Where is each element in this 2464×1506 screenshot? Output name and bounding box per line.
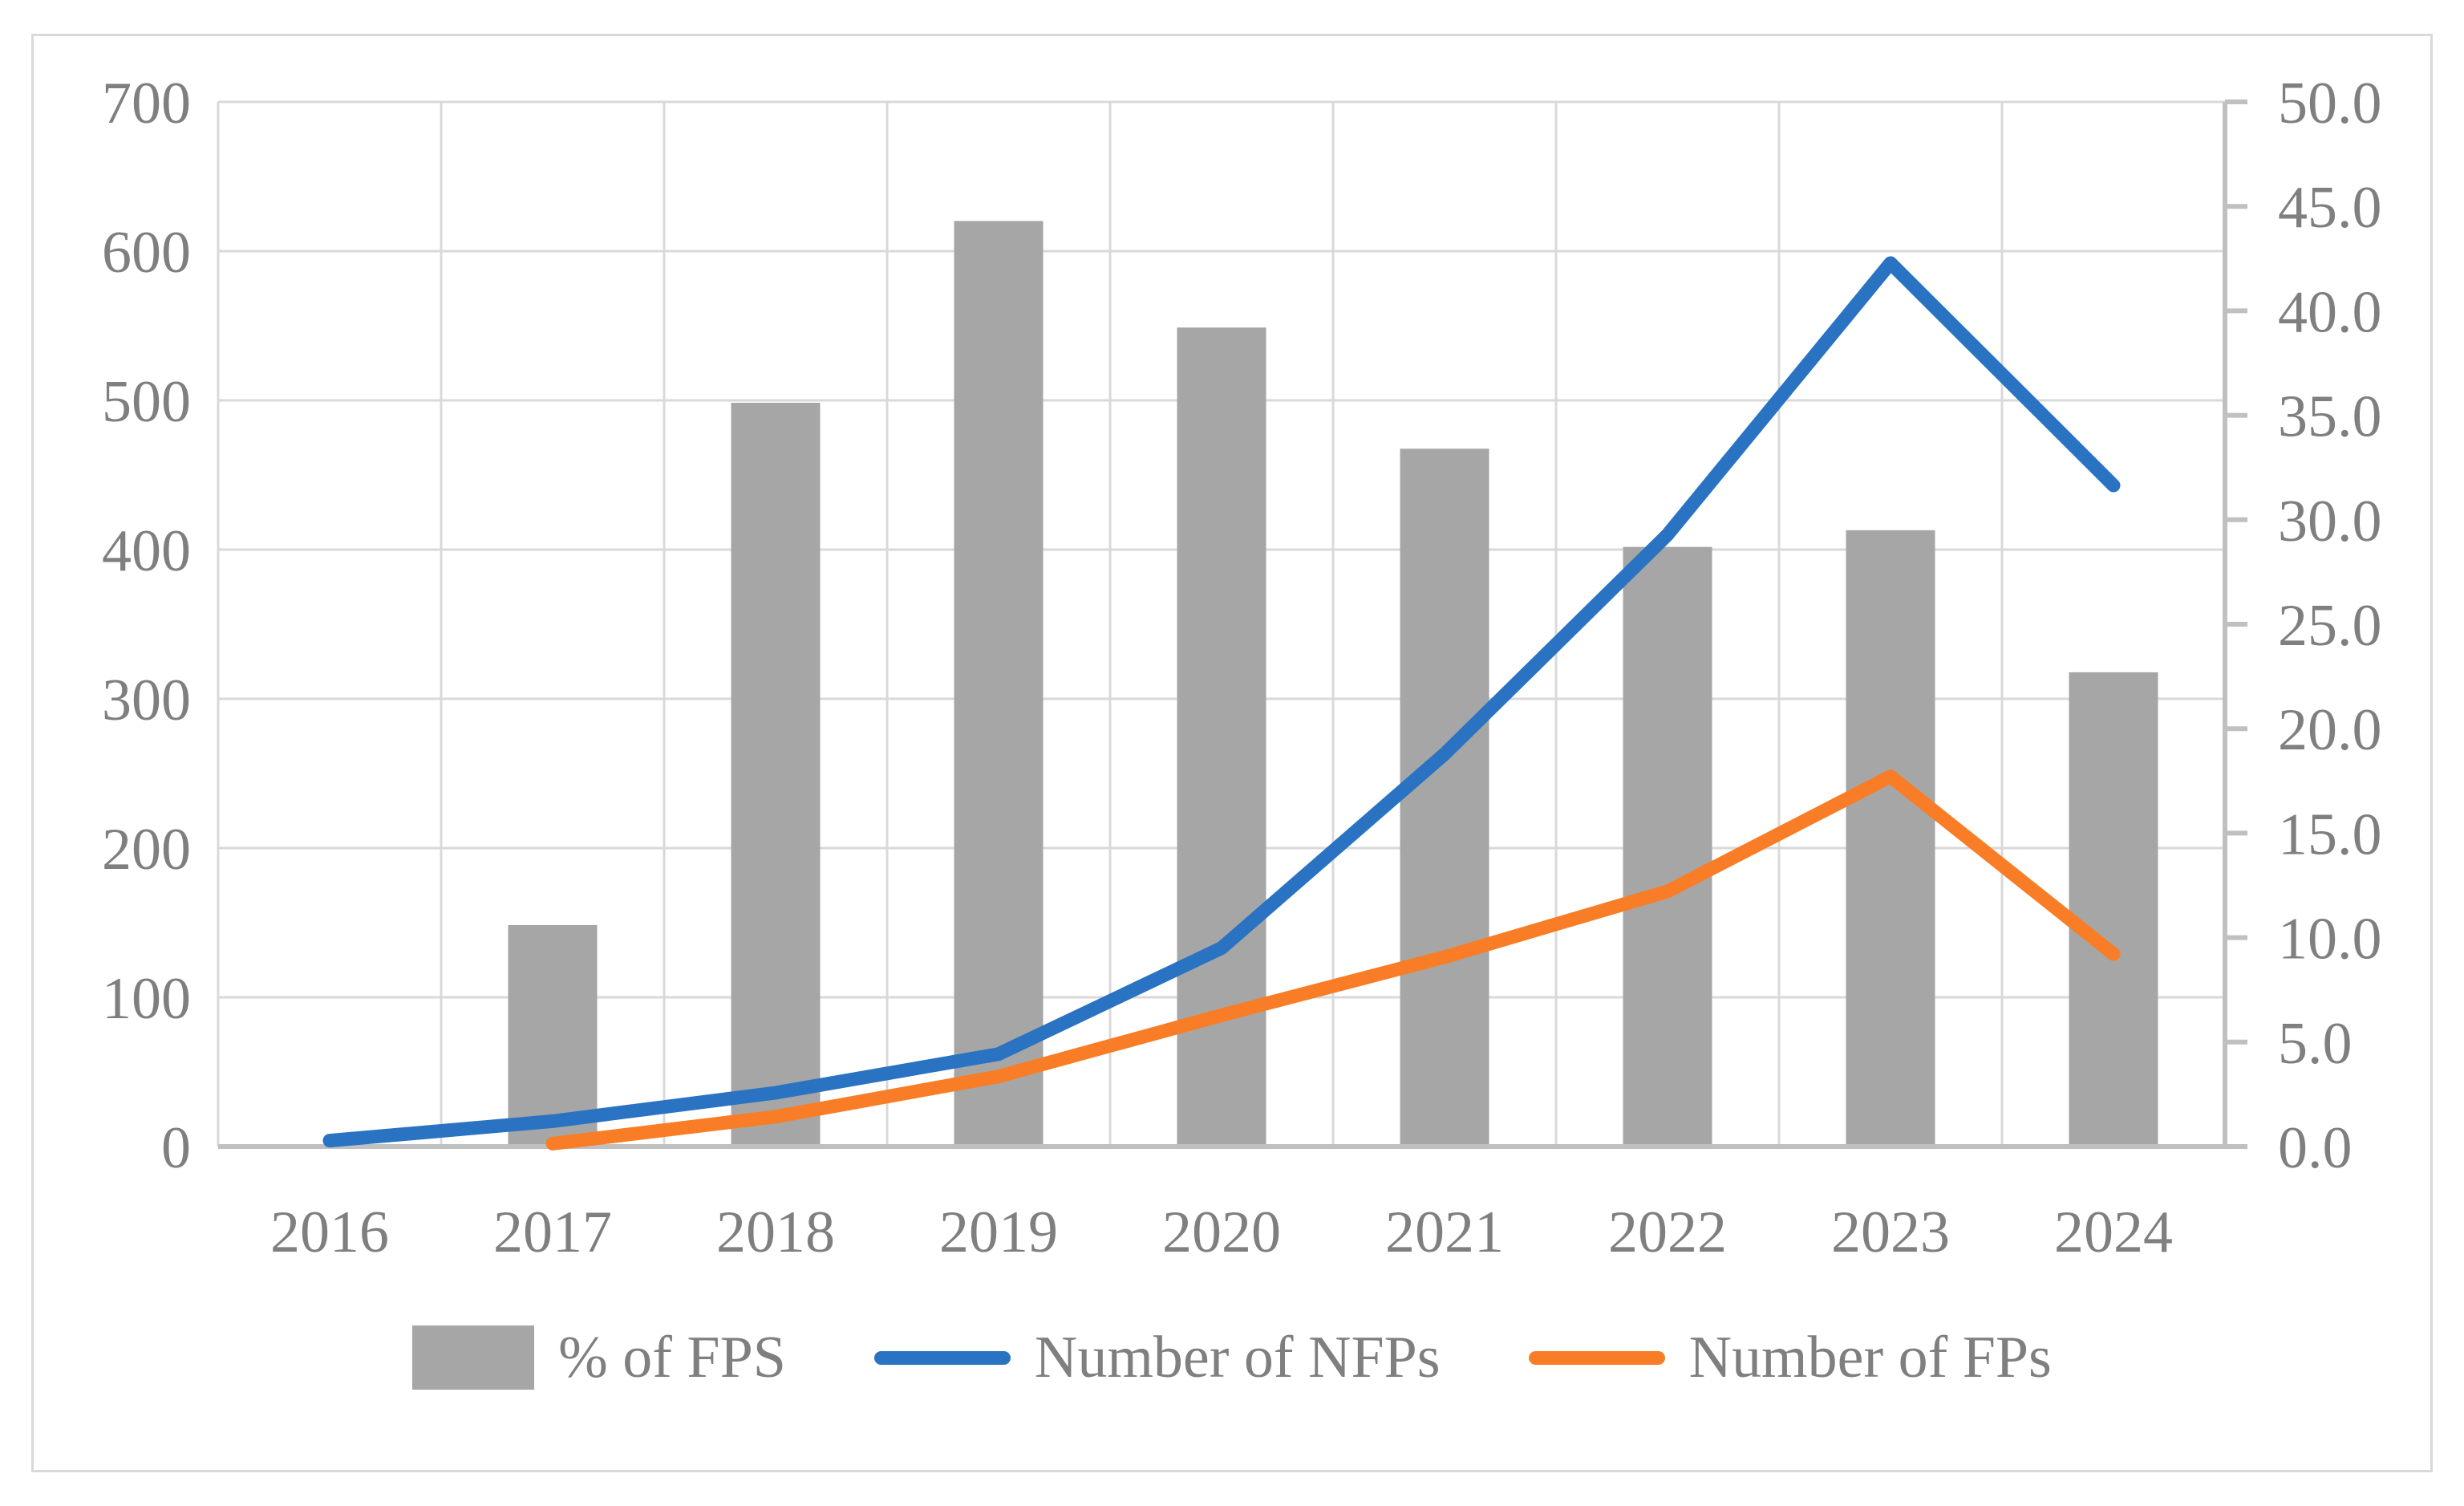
- line-swatch-icon: [1528, 1350, 1665, 1365]
- bar-2017: [508, 924, 598, 1147]
- x-axis-label-2019: 2019: [939, 1200, 1058, 1265]
- x-axis-label-2022: 2022: [1608, 1200, 1727, 1265]
- left-axis-label-600: 600: [102, 220, 191, 286]
- left-axis-label-0: 0: [161, 1115, 191, 1181]
- bar-2021: [1400, 449, 1489, 1147]
- legend-item-pct-of-fps: % of FPS: [412, 1325, 786, 1390]
- left-axis-label-500: 500: [102, 369, 191, 435]
- bar-swatch-icon: [412, 1325, 535, 1390]
- x-axis-label-2018: 2018: [716, 1200, 835, 1265]
- right-axis-label-15.0: 15.0: [2278, 802, 2382, 867]
- x-axis-label-2023: 2023: [1831, 1200, 1950, 1265]
- right-axis-label-45.0: 45.0: [2278, 175, 2382, 241]
- bar-2018: [731, 402, 821, 1147]
- left-axis-label-200: 200: [102, 817, 191, 883]
- right-axis-label-5.0: 5.0: [2278, 1011, 2353, 1077]
- left-axis-label-700: 700: [102, 71, 191, 136]
- right-axis-label-0.0: 0.0: [2278, 1115, 2353, 1181]
- number-of-fps-line: [545, 769, 2121, 1151]
- x-axis-label-2017: 2017: [493, 1200, 612, 1265]
- left-axis-label-100: 100: [102, 966, 191, 1032]
- x-axis-label-2016: 2016: [270, 1200, 389, 1265]
- bar-2019: [954, 221, 1044, 1147]
- right-axis-label-10.0: 10.0: [2278, 907, 2382, 972]
- chart-legend: % of FPS Number of NFPs Number of FPs: [0, 1325, 2464, 1390]
- right-axis-label-50.0: 50.0: [2278, 71, 2382, 136]
- right-axis-label-30.0: 30.0: [2278, 489, 2382, 554]
- legend-label-number-of-nfps: Number of NFPs: [1034, 1325, 1441, 1390]
- legend-label-number-of-fps: Number of FPs: [1688, 1325, 2052, 1390]
- right-axis-label-25.0: 25.0: [2278, 593, 2382, 659]
- left-axis-label-300: 300: [102, 668, 191, 733]
- number-of-nfps-line: [322, 256, 2121, 1148]
- legend-item-number-of-fps: Number of FPs: [1528, 1325, 2052, 1390]
- bar-2022: [1623, 546, 1712, 1147]
- line-swatch-icon: [873, 1350, 1011, 1365]
- x-axis-label-2021: 2021: [1385, 1200, 1504, 1265]
- bar-2024: [2069, 672, 2158, 1147]
- legend-item-number-of-nfps: Number of NFPs: [873, 1325, 1441, 1390]
- x-axis-label-2024: 2024: [2054, 1200, 2173, 1265]
- right-axis-label-35.0: 35.0: [2278, 384, 2382, 450]
- left-axis-label-400: 400: [102, 518, 191, 584]
- legend-label-pct-of-fps: % of FPS: [558, 1325, 786, 1390]
- right-axis-label-40.0: 40.0: [2278, 279, 2382, 345]
- bar-2023: [1846, 530, 1935, 1147]
- right-axis-label-20.0: 20.0: [2278, 697, 2382, 763]
- x-axis-label-2020: 2020: [1162, 1200, 1281, 1265]
